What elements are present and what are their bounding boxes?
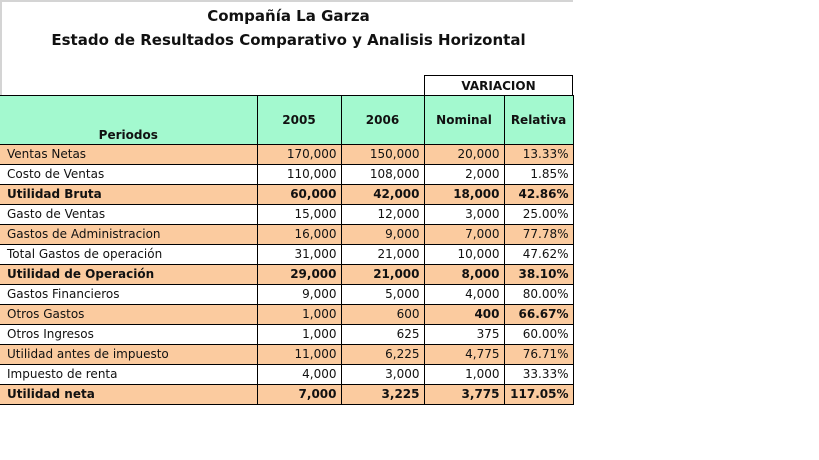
- cell-2006[interactable]: 150,000: [340, 144, 425, 165]
- table-row: Utilidad antes de impuesto 11,000 6,225 …: [0, 344, 574, 365]
- cell-2005[interactable]: 29,000: [256, 264, 342, 285]
- cell-2005[interactable]: 60,000: [256, 184, 342, 205]
- cell-2006[interactable]: 12,000: [340, 204, 425, 225]
- header-row: Periodos 2005 2006 Nominal Relativa: [0, 95, 574, 145]
- cell-nominal[interactable]: 20,000: [423, 144, 505, 165]
- cell-2005[interactable]: 7,000: [256, 384, 342, 405]
- company-title: Compañía La Garza: [207, 7, 370, 25]
- cell-2005[interactable]: 11,000: [256, 344, 342, 365]
- row-label[interactable]: Costo de Ventas: [0, 164, 258, 185]
- cell-nominal[interactable]: 18,000: [423, 184, 505, 205]
- table-row: Otros Ingresos 1,000 625 375 60.00%: [0, 324, 574, 345]
- cell-relativa[interactable]: 77.78%: [503, 224, 574, 245]
- table-row: Utilidad de Operación 29,000 21,000 8,00…: [0, 264, 574, 285]
- row-label[interactable]: Ventas Netas: [0, 144, 258, 165]
- cell-2006[interactable]: 3,225: [340, 384, 425, 405]
- table-row: Gastos Financieros 9,000 5,000 4,000 80.…: [0, 284, 574, 305]
- col-header-2005: 2005: [256, 95, 342, 145]
- row-label[interactable]: Utilidad antes de impuesto: [0, 344, 258, 365]
- cell-nominal[interactable]: 10,000: [423, 244, 505, 265]
- cell-relativa[interactable]: 60.00%: [503, 324, 574, 345]
- cell-2006[interactable]: 21,000: [340, 264, 425, 285]
- row-label[interactable]: Total Gastos de operación: [0, 244, 258, 265]
- cell-relativa[interactable]: 42.86%: [503, 184, 574, 205]
- income-statement-table: Periodos 2005 2006 Nominal Relativa Vent…: [0, 95, 574, 405]
- cell-relativa[interactable]: 76.71%: [503, 344, 574, 365]
- cell-nominal[interactable]: 400: [423, 304, 505, 325]
- row-label[interactable]: Utilidad de Operación: [0, 264, 258, 285]
- table-row: Utilidad neta 7,000 3,225 3,775 117.05%: [0, 384, 574, 405]
- table-row: Gastos de Administracion 16,000 9,000 7,…: [0, 224, 574, 245]
- cell-relativa[interactable]: 25.00%: [503, 204, 574, 225]
- col-header-periodos: Periodos: [0, 95, 258, 145]
- cell-2005[interactable]: 170,000: [256, 144, 342, 165]
- report-subtitle: Estado de Resultados Comparativo y Anali…: [51, 31, 526, 49]
- row-label[interactable]: Otros Ingresos: [0, 324, 258, 345]
- cell-2006[interactable]: 42,000: [340, 184, 425, 205]
- cell-relativa[interactable]: 13.33%: [503, 144, 574, 165]
- table-row: Total Gastos de operación 31,000 21,000 …: [0, 244, 574, 265]
- cell-relativa[interactable]: 66.67%: [503, 304, 574, 325]
- cell-nominal[interactable]: 3,000: [423, 204, 505, 225]
- title-area: Compañía La Garza Estado de Resultados C…: [0, 0, 573, 95]
- cell-2005[interactable]: 31,000: [256, 244, 342, 265]
- cell-2005[interactable]: 16,000: [256, 224, 342, 245]
- cell-2005[interactable]: 9,000: [256, 284, 342, 305]
- cell-2006[interactable]: 5,000: [340, 284, 425, 305]
- cell-2006[interactable]: 21,000: [340, 244, 425, 265]
- table-row: Otros Gastos 1,000 600 400 66.67%: [0, 304, 574, 325]
- cell-nominal[interactable]: 1,000: [423, 364, 505, 385]
- table-row: Impuesto de renta 4,000 3,000 1,000 33.3…: [0, 364, 574, 385]
- cell-nominal[interactable]: 2,000: [423, 164, 505, 185]
- cell-2006[interactable]: 108,000: [340, 164, 425, 185]
- row-label[interactable]: Gastos de Administracion: [0, 224, 258, 245]
- cell-nominal[interactable]: 7,000: [423, 224, 505, 245]
- cell-2005[interactable]: 1,000: [256, 304, 342, 325]
- cell-2005[interactable]: 15,000: [256, 204, 342, 225]
- row-label[interactable]: Otros Gastos: [0, 304, 258, 325]
- cell-nominal[interactable]: 4,000: [423, 284, 505, 305]
- cell-2006[interactable]: 6,225: [340, 344, 425, 365]
- cell-nominal[interactable]: 4,775: [423, 344, 505, 365]
- table-row: Utilidad Bruta 60,000 42,000 18,000 42.8…: [0, 184, 574, 205]
- cell-2006[interactable]: 3,000: [340, 364, 425, 385]
- cell-nominal[interactable]: 3,775: [423, 384, 505, 405]
- cell-nominal[interactable]: 375: [423, 324, 505, 345]
- row-label[interactable]: Utilidad neta: [0, 384, 258, 405]
- cell-relativa[interactable]: 47.62%: [503, 244, 574, 265]
- cell-relativa[interactable]: 80.00%: [503, 284, 574, 305]
- row-label[interactable]: Utilidad Bruta: [0, 184, 258, 205]
- col-header-2006: 2006: [340, 95, 425, 145]
- row-label[interactable]: Impuesto de renta: [0, 364, 258, 385]
- variacion-group-header: VARIACION: [424, 75, 573, 95]
- col-header-nominal: Nominal: [423, 95, 505, 145]
- cell-2006[interactable]: 625: [340, 324, 425, 345]
- cell-relativa[interactable]: 33.33%: [503, 364, 574, 385]
- cell-2005[interactable]: 1,000: [256, 324, 342, 345]
- cell-relativa[interactable]: 38.10%: [503, 264, 574, 285]
- cell-relativa[interactable]: 117.05%: [503, 384, 574, 405]
- cell-2006[interactable]: 9,000: [340, 224, 425, 245]
- table-row: Gasto de Ventas 15,000 12,000 3,000 25.0…: [0, 204, 574, 225]
- row-label[interactable]: Gasto de Ventas: [0, 204, 258, 225]
- table-row: Ventas Netas 170,000 150,000 20,000 13.3…: [0, 144, 574, 165]
- cell-nominal[interactable]: 8,000: [423, 264, 505, 285]
- table-row: Costo de Ventas 110,000 108,000 2,000 1.…: [0, 164, 574, 185]
- cell-relativa[interactable]: 1.85%: [503, 164, 574, 185]
- col-header-relativa: Relativa: [503, 95, 574, 145]
- row-label[interactable]: Gastos Financieros: [0, 284, 258, 305]
- cell-2005[interactable]: 4,000: [256, 364, 342, 385]
- cell-2006[interactable]: 600: [340, 304, 425, 325]
- cell-2005[interactable]: 110,000: [256, 164, 342, 185]
